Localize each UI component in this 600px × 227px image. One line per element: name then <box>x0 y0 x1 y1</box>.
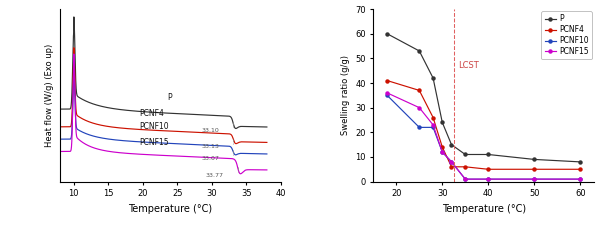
Line: PCNF10: PCNF10 <box>385 93 583 181</box>
P <box>448 143 455 146</box>
Line: PCNF15: PCNF15 <box>385 91 583 181</box>
PCNF15 <box>530 178 538 180</box>
Text: PCNF15: PCNF15 <box>139 138 169 147</box>
PCNF10 <box>439 151 446 153</box>
PCNF15 <box>448 160 455 163</box>
PCNF4 <box>383 79 391 82</box>
Line: PCNF4: PCNF4 <box>385 78 583 172</box>
PCNF4 <box>430 116 437 119</box>
P <box>485 153 492 156</box>
P <box>383 32 391 35</box>
PCNF10 <box>577 178 584 180</box>
P <box>461 153 469 156</box>
Text: P: P <box>167 93 172 102</box>
Text: PCNF10: PCNF10 <box>139 121 169 131</box>
P <box>439 121 446 124</box>
PCNF4 <box>530 168 538 171</box>
PCNF10 <box>530 178 538 180</box>
Text: LCST: LCST <box>458 61 479 70</box>
PCNF4 <box>577 168 584 171</box>
PCNF15 <box>577 178 584 180</box>
Y-axis label: Heat flow (W/g) (Exo up): Heat flow (W/g) (Exo up) <box>46 44 55 147</box>
PCNF10 <box>383 94 391 97</box>
PCNF15 <box>430 123 437 126</box>
PCNF15 <box>383 91 391 94</box>
PCNF15 <box>416 106 423 109</box>
Line: P: P <box>385 32 583 164</box>
PCNF10 <box>416 126 423 129</box>
P <box>530 158 538 161</box>
PCNF10 <box>448 160 455 163</box>
X-axis label: Temperature (°C): Temperature (°C) <box>128 204 212 214</box>
Text: 33.10: 33.10 <box>202 128 219 133</box>
X-axis label: Temperature (°C): Temperature (°C) <box>442 204 526 214</box>
P <box>430 77 437 79</box>
PCNF4 <box>416 89 423 92</box>
PCNF10 <box>430 126 437 129</box>
Text: 33.07: 33.07 <box>201 156 219 161</box>
PCNF15 <box>439 151 446 153</box>
P <box>416 50 423 52</box>
Text: 33.77: 33.77 <box>206 173 224 178</box>
PCNF10 <box>461 178 469 180</box>
PCNF4 <box>461 165 469 168</box>
PCNF4 <box>439 146 446 148</box>
P <box>577 160 584 163</box>
PCNF4 <box>485 168 492 171</box>
PCNF15 <box>461 178 469 180</box>
PCNF15 <box>485 178 492 180</box>
PCNF10 <box>485 178 492 180</box>
Text: PCNF4: PCNF4 <box>139 109 164 118</box>
Legend: P, PCNF4, PCNF10, PCNF15: P, PCNF4, PCNF10, PCNF15 <box>541 11 592 59</box>
Y-axis label: Swelling ratio (g/g): Swelling ratio (g/g) <box>341 55 350 135</box>
PCNF4 <box>448 165 455 168</box>
Text: 33.13: 33.13 <box>202 144 220 149</box>
